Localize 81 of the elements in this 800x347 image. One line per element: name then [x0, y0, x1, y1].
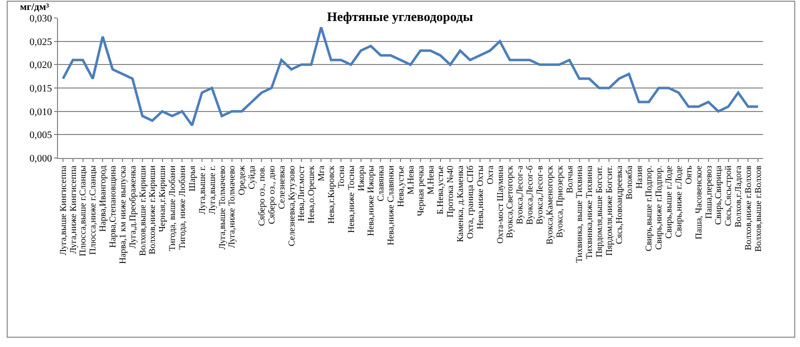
- x-tick-label: Волхов,ниже г.Волхов: [743, 166, 754, 250]
- x-tick-label: Нева,ниже Охты: [474, 166, 485, 230]
- x-tick-label: Паша,перевоз: [703, 165, 714, 219]
- x-tick-label: Волхов,выше г.Кириши: [137, 165, 148, 256]
- x-tick-label: Свирь,Свирица: [713, 166, 724, 225]
- y-tick-label: 0,005: [30, 130, 52, 142]
- x-tick-label: Вуокса,Лесог-а: [514, 166, 525, 224]
- x-tick-label: Оредеж: [236, 164, 247, 196]
- x-tick-label: Славянка: [376, 166, 386, 202]
- x-tick-label: Волхов,ниже г.Кириши: [147, 165, 158, 254]
- x-tick-label: Вуокса,Каменогорск: [544, 164, 554, 244]
- chart-title: Нефтяные углеводороды: [327, 9, 473, 24]
- x-tick-label: Мга: [316, 166, 326, 182]
- x-tick-label: Суйда: [246, 166, 257, 190]
- x-tick-label: Волхов,г.Ладога: [733, 166, 744, 228]
- x-tick-label: Тихвинка, выше Тихвина: [574, 166, 584, 263]
- x-tick-label: Вуокса,Лесог-б: [524, 165, 535, 225]
- x-tick-label: Луга,выше г.: [196, 166, 207, 214]
- x-tick-label: Пярдомля,ниже Богсит.: [604, 166, 614, 256]
- x-tick-label: Луга,выше Кингисеппа: [58, 166, 68, 256]
- x-tick-label: Пярдомля,выше Богсит.: [594, 166, 604, 258]
- x-tick-label: Нева,ниже Славянки: [386, 165, 396, 246]
- x-tick-label: Охта, граница СПб: [465, 165, 476, 239]
- x-tick-label: М.Нева: [425, 166, 436, 194]
- x-tick-label: Нева,устье: [395, 166, 406, 208]
- x-tick-label: Луга,выше г.: [206, 166, 217, 214]
- x-tick-label: Свирь,ниже г.Подпор.: [654, 166, 664, 250]
- x-tick-label: Протока №40: [445, 165, 456, 218]
- x-tick-label: Тосна: [336, 166, 346, 188]
- x-tick-label: Паша, Часовенское: [693, 166, 704, 240]
- x-tick-label: Луга,д.Преображенка: [127, 166, 138, 248]
- x-tick-label: Свирь,выше г.Подпор.: [644, 166, 654, 252]
- x-tick-label: Сяберо оз., пов.: [256, 166, 266, 226]
- x-tick-label: Волхов,выше г.Волхов: [752, 166, 763, 252]
- x-tick-label: Черная речка: [415, 166, 426, 216]
- x-tick-label: Селезневка,Кутузово: [286, 165, 296, 246]
- x-tick-label: Сясь,Новоандреевка: [614, 166, 624, 244]
- x-tick-label: Охта-мост Шаумяна: [494, 166, 505, 244]
- x-tick-label: Оять: [683, 166, 694, 184]
- x-tick-label: Вуокса,Лесог-в: [534, 166, 545, 224]
- y-tick-label: 0,010: [30, 106, 52, 118]
- x-tick-label: М.Нева: [405, 166, 416, 194]
- x-tick-label: Нарва,Ивангород: [98, 165, 108, 232]
- x-tick-label: Каменка, д.Каменка: [455, 166, 466, 242]
- x-tick-label: Нарва,Степановщина: [108, 166, 118, 248]
- x-tick-label: Луга,ниже Толмачево: [226, 165, 237, 248]
- x-tick-label: Назия: [634, 166, 644, 189]
- x-tick-label: Сясь,Сясьстрой: [723, 165, 734, 226]
- y-tick-label: 0,015: [30, 84, 52, 94]
- x-tick-label: Шарья: [186, 166, 197, 192]
- x-tick-label: Плюсса,ниже г.Сланцы: [88, 166, 98, 255]
- x-tick-label: Свирь,выше г.Лоде: [664, 166, 674, 239]
- x-tick-label: Тигода, выше Любани: [167, 165, 178, 251]
- x-tick-label: Плюсса,выше г.Сланцы: [78, 166, 88, 256]
- x-tick-label: Нева,о.Орешек: [306, 164, 316, 224]
- x-tick-label: Нева,ниже Тосны: [346, 166, 356, 233]
- y-axis-title: мг/дм³: [20, 2, 49, 13]
- x-tick-label: Волчья: [564, 166, 574, 194]
- x-tick-label: Черная,г.Кириши: [157, 165, 168, 232]
- x-tick-label: Тихвинка,ниже Тихвина: [584, 166, 594, 260]
- x-tick-label: Нева,ниже Ижоры: [366, 166, 376, 236]
- y-tick-label: 0,025: [30, 36, 52, 48]
- x-tick-label: Луга,выше Толмачево: [216, 165, 227, 250]
- x-tick-label: Селезневка: [276, 166, 286, 210]
- x-tick-label: Охта: [484, 166, 495, 184]
- x-tick-label: Вуокса, Приозерск: [554, 164, 564, 238]
- x-tick-label: Нева,Лит.мост: [296, 166, 306, 222]
- x-tick-label: Вуокса,Светогорск: [504, 164, 515, 238]
- x-tick-label: Ижора: [356, 166, 366, 192]
- x-tick-label: Нарва,1 км ниже выпуска: [117, 166, 128, 264]
- x-tick-label: Б.Нева,устье: [435, 166, 446, 214]
- x-tick-label: Луга,ниже Кингисеппа: [68, 166, 78, 254]
- x-tick-label: Свирь,ниже г.Лоде: [674, 166, 684, 238]
- x-tick-label: Сяберо оз., дно: [266, 165, 276, 224]
- x-tick-label: Нева,г.Кировск: [326, 164, 336, 224]
- x-tick-label: Воложба: [624, 166, 634, 200]
- x-tick-label: Тигода, ниже Любани: [177, 165, 188, 250]
- y-tick-label: 0,000: [30, 154, 52, 164]
- line-series: [62, 26, 760, 127]
- y-tick-label: 0,030: [30, 14, 52, 24]
- y-tick-label: 0,020: [30, 60, 52, 72]
